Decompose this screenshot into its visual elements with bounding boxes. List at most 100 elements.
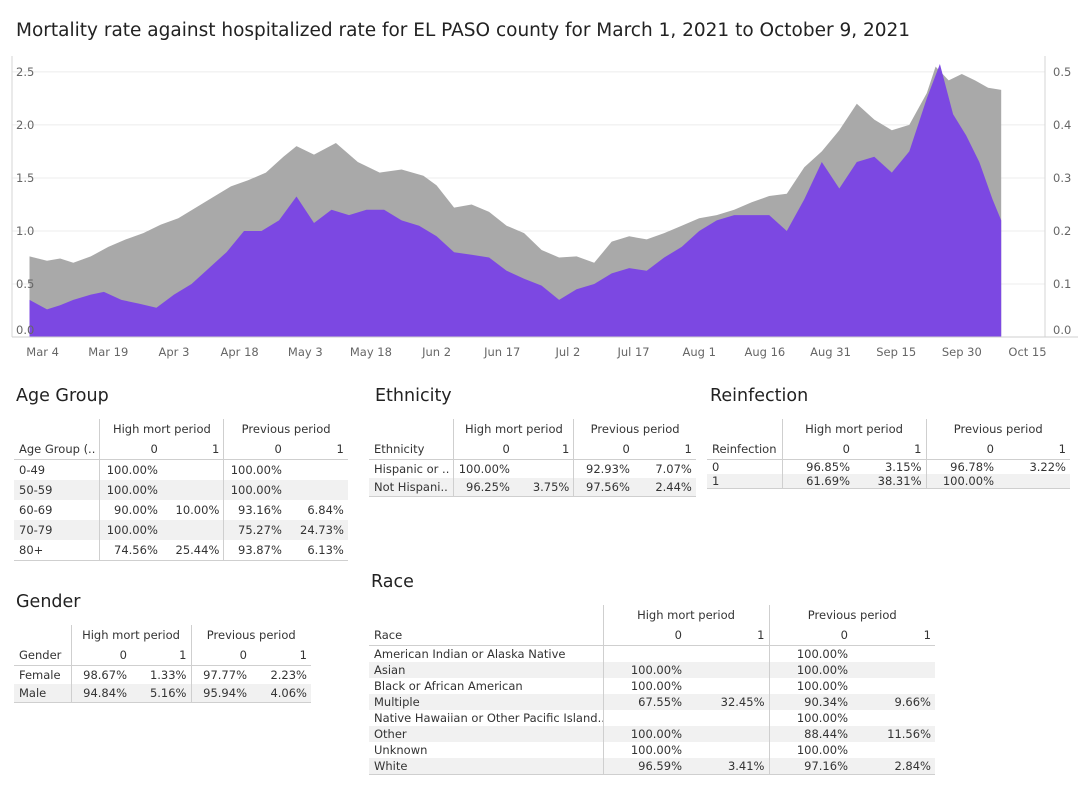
row-label: 0 — [712, 459, 720, 474]
y-right-tick-label: 0.5 — [1053, 65, 1071, 79]
value-cell: 100.00% — [768, 741, 852, 758]
row-label: Black or African American — [374, 678, 523, 693]
value-cell — [852, 678, 935, 694]
high-mort-period-header: High mort period — [99, 419, 224, 439]
table-row: Unknown 100.00% 100.00% — [369, 741, 935, 758]
y-axis-left: 0.0 0.5 1.0 1.5 2.0 2.5 — [16, 65, 34, 337]
race-table: High mort period Previous period Race 0 1 0 1 A… — [369, 605, 935, 775]
sub-header-cell: 0 — [602, 625, 686, 646]
table-row: White 96.59% 3.41% 97.16% 2.84% — [369, 757, 935, 775]
previous-period-header: Previous period — [190, 625, 311, 645]
sub-header-cell: 1 — [686, 625, 769, 646]
value-cell — [161, 519, 224, 540]
table-row: 80+ 74.56% 25.44% 93.87% 6.13% — [14, 539, 348, 561]
value-cell: 100.00% — [602, 661, 686, 678]
row-label: Asian — [369, 661, 603, 678]
row-label: 80+ — [14, 539, 100, 561]
previous-period-header: Previous period — [768, 605, 935, 625]
value-cell: 96.25% — [453, 477, 514, 497]
table-row: Male 94.84% 5.16% 95.94% 4.06% — [14, 683, 311, 703]
x-tick-label: Apr 18 — [221, 345, 259, 359]
value-cell — [852, 742, 935, 758]
value-cell — [162, 459, 224, 480]
value-cell: 3.22% — [1029, 459, 1066, 474]
sub-header-cell: 0 — [190, 645, 251, 666]
value-cell: 100.00% — [602, 741, 686, 758]
row-label: Male — [14, 683, 71, 703]
table-sub-header-row: Race 0 1 0 1 — [369, 625, 935, 646]
row-label: 0-49 — [19, 462, 46, 477]
table-sub-header-row: Age Group (.. 0 1 0 1 — [14, 439, 348, 460]
row-label: American Indian or Alaska Native — [374, 646, 566, 661]
value-cell: 4.06% — [251, 683, 311, 703]
ethnicity-title: Ethnicity — [375, 386, 452, 406]
table-row: 60-69 90.00% 10.00% 93.16% 6.84% — [14, 499, 348, 520]
value-cell: 2.44% — [633, 477, 696, 497]
row-header-label: Ethnicity — [369, 439, 454, 460]
y-left-tick-label: 0.0 — [16, 323, 34, 337]
table-sub-header-row: Gender 0 1 0 1 — [14, 645, 311, 666]
value-cell: 100.00% — [768, 645, 852, 662]
y-left-tick-label: 2.0 — [16, 118, 34, 132]
x-tick-label: Jun 2 — [421, 345, 451, 359]
sub-header-cell: 0 — [99, 439, 162, 460]
corner-cell — [14, 625, 71, 645]
y-right-tick-label: 0.0 — [1053, 323, 1071, 337]
table-group-header-row: High mort period Previous period — [369, 419, 696, 439]
corner-cell — [14, 419, 100, 439]
value-cell: 38.31% — [854, 473, 926, 489]
chart-frame — [11, 56, 1078, 338]
sub-header-cell: 0 — [573, 439, 634, 460]
chart-series — [29, 64, 1002, 337]
x-tick-label: Apr 3 — [159, 345, 190, 359]
sub-header-cell: 1 — [998, 439, 1070, 460]
value-cell: 100.00% — [768, 677, 852, 694]
value-cell — [161, 479, 224, 500]
mortality-rate-area — [29, 64, 1002, 337]
value-cell — [602, 709, 686, 726]
reinfection-table: High mort period Previous period Reinfecti… — [707, 419, 1070, 489]
table-sub-header-row: Reinfection 0 1 0 1 — [707, 439, 1070, 460]
row-label: 70-79 — [14, 519, 100, 540]
mortality-area-chart: 0.0 0.5 1.0 1.5 2.0 2.5 0.0 0.1 0.2 0.3 0.4 0.5 Ma… — [11, 56, 1078, 359]
sub-header-cell: 0 — [925, 439, 998, 460]
y-left-tick-label: 1.5 — [16, 171, 34, 185]
table-row: Other 100.00% 88.44% 11.56% — [369, 725, 935, 742]
value-cell: 61.69% — [781, 473, 854, 489]
high-mort-period-header: High mort period — [781, 419, 926, 439]
high-mort-period-header: High mort period — [602, 605, 769, 625]
page-title: Mortality rate against hospitalized rate… — [16, 20, 911, 41]
row-header-label: Reinfection — [707, 439, 782, 460]
age-group-table: High mort period Previous period Age Group… — [14, 419, 348, 561]
row-header-label: Age Group (.. — [14, 439, 100, 460]
value-cell: 97.16% — [768, 757, 852, 775]
value-cell: 2.84% — [852, 757, 935, 775]
value-cell: 74.56% — [99, 539, 162, 561]
table-row: Asian 100.00% 100.00% — [369, 661, 935, 678]
value-cell: 100.00% — [223, 479, 286, 500]
value-cell: 100.00% — [453, 459, 514, 478]
value-cell: 88.44% — [768, 725, 852, 742]
value-cell: 24.73% — [285, 519, 348, 540]
y-left-tick-label: 2.5 — [16, 65, 34, 79]
sub-header-cell: 1 — [131, 645, 191, 666]
row-label: Native Hawaiian or Other Pacific Island.… — [374, 710, 603, 725]
x-tick-label: Jun 17 — [483, 345, 520, 359]
row-label: Unknown — [374, 742, 428, 757]
y-right-tick-label: 0.3 — [1053, 171, 1071, 185]
table-group-header-row: High mort period Previous period — [707, 419, 1070, 439]
value-cell: 25.44% — [161, 539, 224, 561]
value-cell — [686, 661, 769, 678]
value-cell: 32.45% — [686, 693, 769, 710]
sub-header-cell: 0 — [781, 439, 854, 460]
x-tick-label: Sep 30 — [942, 345, 982, 359]
x-tick-label: Mar 19 — [88, 345, 128, 359]
value-cell: 6.13% — [285, 539, 348, 561]
value-cell: 92.93% — [573, 459, 634, 478]
value-cell: 97.77% — [190, 665, 251, 684]
y-left-tick-label: 0.5 — [16, 277, 34, 291]
x-tick-label: Aug 31 — [810, 345, 851, 359]
value-cell: 94.84% — [70, 683, 131, 703]
value-cell — [852, 661, 935, 678]
value-cell — [686, 725, 769, 742]
